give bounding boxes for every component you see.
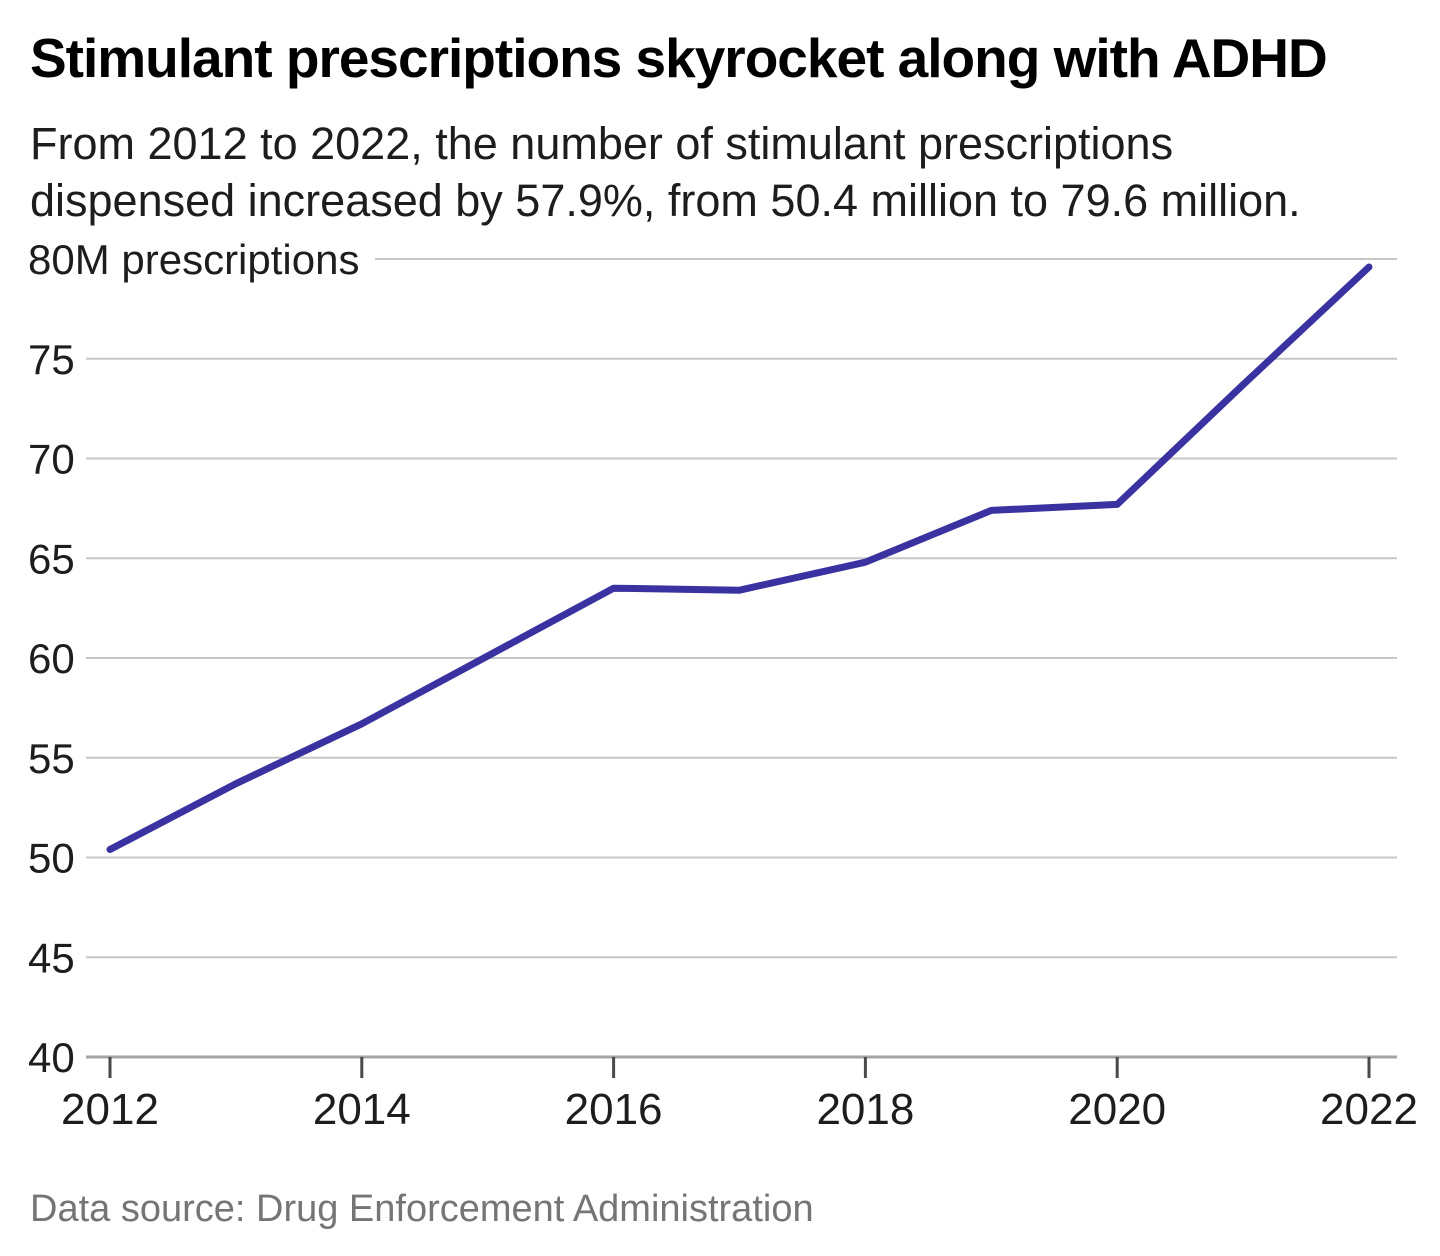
x-axis-label: 2016 (565, 1085, 663, 1134)
y-axis-label: 65 (28, 535, 75, 582)
x-axis (86, 1055, 1397, 1078)
x-axis-label: 2020 (1068, 1085, 1166, 1134)
y-axis-label: 55 (28, 735, 75, 782)
y-axis-label: 70 (28, 436, 75, 483)
y-axis-label: 45 (28, 934, 75, 981)
y-axis-label: 50 (28, 835, 75, 882)
x-axis-label: 2012 (61, 1085, 159, 1134)
chart-subtitle: From 2012 to 2022, the number of stimula… (30, 116, 1370, 229)
gridlines (86, 258, 1397, 959)
y-axis-label: 75 (28, 336, 75, 383)
x-axis-label: 2014 (313, 1085, 411, 1134)
trend-line-group (106, 263, 1373, 853)
chart-subtitle-line-2: dispensed increased by 57.9%, from 50.4 … (30, 174, 1301, 226)
y-axis-label: 60 (28, 635, 75, 682)
x-axis-label: 2018 (816, 1085, 914, 1134)
trend-line (106, 263, 1373, 853)
y-axis-unit-label: 80M prescriptions (28, 236, 359, 283)
chart-subtitle-line-1: From 2012 to 2022, the number of stimula… (30, 118, 1174, 169)
axis-labels: 40 45 50 55 60 65 70 75 80M prescriptions 2012 201… (28, 236, 1418, 1134)
x-axis-label: 2022 (1320, 1085, 1418, 1134)
y-axis-label: 40 (28, 1034, 75, 1081)
chart-title: Stimulant prescriptions skyrocket along … (30, 27, 1328, 89)
data-source: Data source: Drug Enforcement Administra… (30, 1188, 814, 1230)
